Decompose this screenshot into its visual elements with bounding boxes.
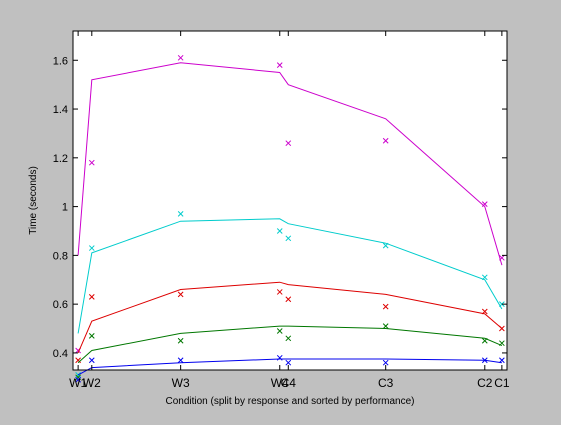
series-4 [75, 323, 505, 381]
x-tick-label: W2 [83, 376, 101, 390]
y-tick-label: 0.4 [53, 348, 68, 360]
series-2-marker-4 [276, 228, 283, 234]
series-2 [75, 211, 505, 378]
series-3-marker-3 [177, 291, 184, 298]
series-5-marker-5 [285, 359, 292, 366]
y-tick-label: 1.2 [53, 153, 68, 165]
series-2-marker-8 [499, 301, 505, 308]
series-5 [75, 354, 505, 383]
series-4-marker-5 [285, 335, 292, 342]
series-2-marker-5 [285, 235, 292, 242]
series-5-marker-2 [88, 357, 95, 364]
x-tick-label: W3 [172, 376, 190, 390]
series-1-marker-6 [382, 137, 389, 144]
x-tick-label: W1 [69, 376, 87, 390]
series-3 [75, 281, 505, 364]
y-axis-label: Time (seconds) [28, 166, 39, 235]
series-5-marker-6 [382, 359, 389, 366]
y-tick-label: 0.6 [53, 299, 68, 311]
series-2-marker-3 [177, 211, 184, 217]
series-5-line [77, 358, 502, 376]
series-2-marker-7 [481, 274, 488, 281]
series-1-marker-8 [499, 254, 505, 261]
series-5-marker-8 [499, 357, 505, 364]
series-3-line [77, 281, 503, 354]
x-tick-label: C1 [494, 376, 510, 390]
series-4-marker-6 [382, 323, 389, 329]
series-2-marker-2 [88, 245, 95, 251]
x-tick-label: C2 [477, 376, 493, 390]
series-3-marker-5 [285, 296, 292, 303]
series-3-marker-8 [499, 325, 505, 332]
series-2-line [77, 218, 503, 334]
series-1-line [77, 62, 503, 266]
series-5-marker-7 [481, 357, 488, 364]
series-5-marker-4 [276, 354, 283, 361]
x-tick-label: C4 [281, 376, 297, 390]
series-3-marker-6 [382, 303, 389, 310]
series-4-marker-7 [481, 337, 488, 344]
y-tick-label: 1.4 [53, 104, 68, 116]
series-4-marker-2 [88, 333, 95, 339]
series-1-marker-4 [276, 62, 283, 68]
series-2-marker-6 [382, 242, 389, 249]
x-tick-label: C3 [378, 376, 394, 390]
series-4-marker-4 [276, 328, 283, 334]
series-4-line [77, 325, 503, 364]
series-layer [75, 54, 505, 383]
series-1-marker-7 [481, 201, 488, 208]
series-3-marker-1 [75, 357, 81, 364]
series-5-marker-1 [75, 376, 81, 383]
series-3-marker-7 [481, 308, 488, 315]
series-1-marker-2 [88, 159, 95, 166]
series-5-marker-3 [177, 357, 184, 364]
x-axis-label: Condition (split by response and sorted … [165, 396, 414, 407]
y-tick-label: 0.8 [53, 250, 68, 262]
series-1-marker-3 [177, 54, 184, 61]
plot-area [73, 31, 507, 370]
series-1 [75, 54, 505, 354]
y-tick-label: 1.6 [53, 55, 68, 67]
y-tick-label: 1 [62, 202, 68, 214]
x-tick-label: W4 [271, 376, 289, 390]
series-1-marker-5 [285, 140, 292, 147]
series-4-marker-8 [499, 340, 505, 347]
series-4-marker-3 [177, 337, 184, 344]
series-4-marker-1 [75, 374, 81, 381]
series-3-marker-2 [88, 293, 95, 300]
axes-frame [72, 30, 508, 371]
series-3-marker-4 [276, 289, 283, 295]
